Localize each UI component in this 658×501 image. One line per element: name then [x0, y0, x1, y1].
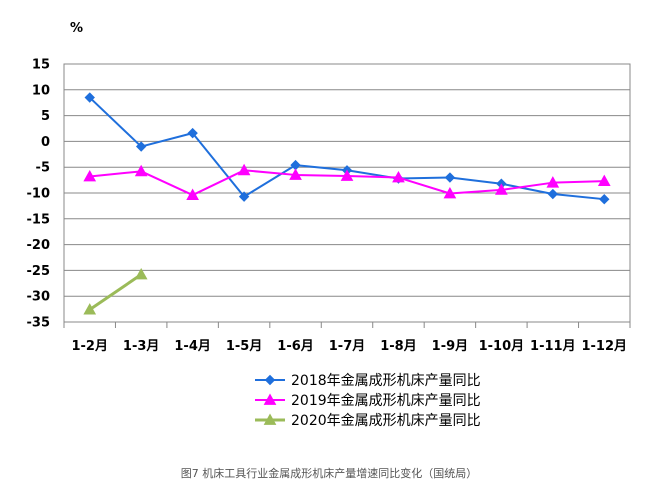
data-point — [186, 188, 199, 200]
y-tick-label: 10 — [32, 83, 50, 98]
data-point — [340, 169, 354, 181]
x-tick-label: 1-4月 — [174, 339, 211, 354]
x-tick-label: 1-2月 — [71, 339, 108, 354]
data-point — [290, 159, 301, 171]
data-point — [237, 163, 251, 176]
legend-marker — [263, 393, 277, 405]
y-axis-unit-label: % — [70, 21, 83, 36]
data-point — [187, 127, 198, 139]
data-point — [84, 92, 95, 103]
data-point — [547, 188, 559, 200]
data-point — [392, 170, 405, 183]
data-point — [495, 183, 508, 195]
legend-item: 2019年金属成形机床产量同比 — [255, 393, 481, 409]
y-tick-label: -30 — [27, 290, 51, 305]
y-tick-label: -35 — [27, 316, 51, 331]
data-point — [599, 193, 610, 205]
y-tick-label: -25 — [27, 264, 51, 279]
x-tick-label: 1-5月 — [226, 339, 263, 354]
y-tick-label: -5 — [36, 161, 50, 176]
y-tick-label: -10 — [27, 187, 51, 202]
x-tick-label: 1-6月 — [277, 339, 314, 354]
x-tick-label: 1-10月 — [479, 339, 525, 354]
x-tick-label: 1-7月 — [329, 339, 366, 354]
data-point — [289, 168, 302, 180]
x-tick-label: 1-8月 — [380, 339, 417, 354]
data-point — [443, 186, 457, 199]
data-point — [444, 172, 456, 183]
plot-area-border — [63, 63, 631, 323]
series-3 — [83, 267, 148, 315]
x-tick-label: 1-3月 — [123, 339, 160, 354]
legend: 2018年金属成形机床产量同比 2019年金属成形机床产量同比 2020年金属成形机… — [255, 373, 481, 429]
data-point — [83, 169, 97, 182]
figure-caption: 图7 机床工具行业金属成形机床产量增速同比变化（国统局） — [180, 467, 478, 480]
y-tick-label: 0 — [41, 135, 50, 150]
data-point — [134, 267, 148, 280]
legend-marker — [264, 374, 276, 386]
legend-marker — [263, 413, 277, 425]
y-tick-label: -20 — [27, 238, 51, 253]
legend-item: 2018年金属成形机床产量同比 — [255, 373, 481, 389]
data-point — [134, 164, 148, 177]
series-1 — [84, 92, 610, 205]
x-tick-label: 1-9月 — [432, 339, 469, 354]
data-point — [83, 303, 97, 315]
x-tick-label: 1-11月 — [530, 339, 576, 354]
series-group — [83, 92, 611, 315]
legend-label: 2020年金属成形机床产量同比 — [291, 413, 481, 429]
legend-label: 2018年金属成形机床产量同比 — [291, 373, 481, 389]
axes: 15 10 5 0 -5 -10 -15 -20 -25 -30 -35 1-2月 1-3月 1-4月 1-… — [27, 58, 631, 354]
y-tick-label: -15 — [27, 212, 51, 227]
series-line — [88, 273, 143, 311]
x-tick-label: 1-12月 — [581, 339, 627, 354]
data-point — [597, 174, 611, 187]
data-point — [238, 191, 250, 202]
data-point — [135, 141, 147, 152]
series-2 — [83, 163, 611, 200]
legend-item: 2020年金属成形机床产量同比 — [255, 413, 481, 429]
legend-label: 2019年金属成形机床产量同比 — [291, 393, 481, 409]
y-tick-label: 15 — [32, 58, 50, 73]
data-point — [546, 176, 560, 188]
y-tick-label: 5 — [41, 109, 50, 124]
